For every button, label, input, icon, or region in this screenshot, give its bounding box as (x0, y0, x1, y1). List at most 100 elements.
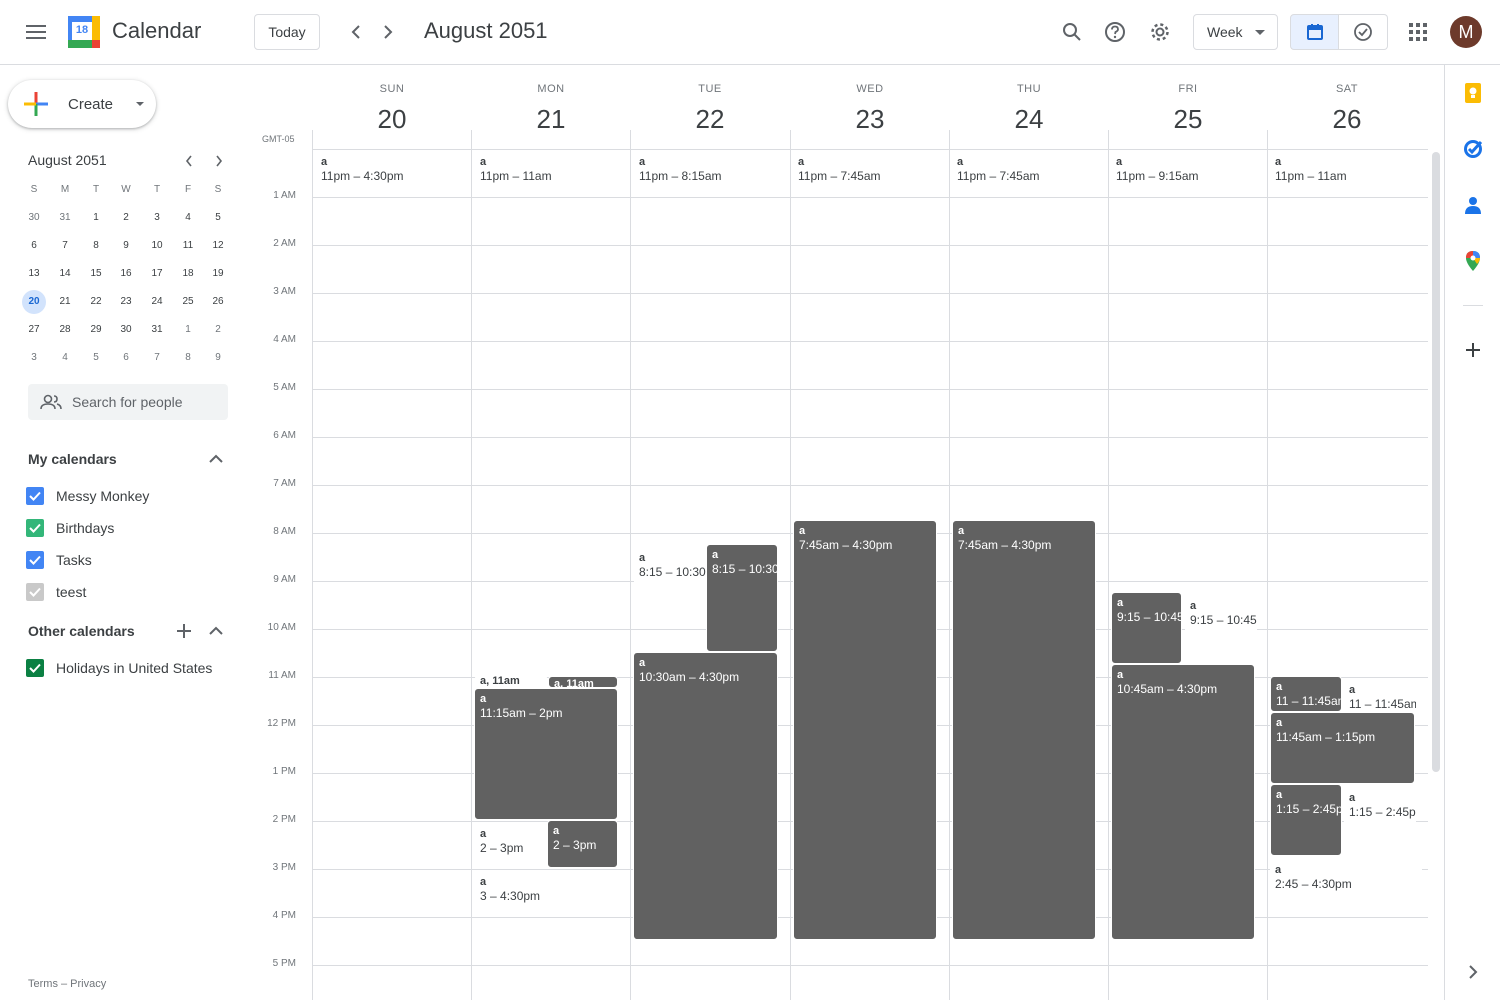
calendar-event[interactable]: a 11pm – 4:30pm (316, 152, 468, 192)
checkbox[interactable] (26, 487, 44, 505)
chevron-up-icon[interactable] (208, 453, 224, 465)
calendar-event[interactable]: a 11 – 11:45am (1270, 676, 1342, 712)
mini-calendar-day[interactable]: 8 (84, 234, 108, 258)
calendar-event[interactable]: a 11pm – 11am (1270, 152, 1422, 192)
tasks-icon[interactable] (1461, 137, 1485, 161)
mini-calendar-day[interactable]: 5 (84, 346, 108, 370)
today-button[interactable]: Today (254, 14, 320, 50)
next-week-button[interactable] (372, 16, 404, 48)
mini-calendar-day[interactable]: 24 (145, 290, 169, 314)
mini-calendar-day[interactable]: 27 (22, 318, 46, 342)
day-number[interactable]: 21 (472, 104, 630, 135)
calendar-event[interactable]: a 11pm – 7:45am (952, 152, 1104, 192)
mini-calendar-day[interactable]: 9 (206, 346, 230, 370)
day-number[interactable]: 24 (950, 104, 1108, 135)
mini-calendar-day[interactable]: 9 (114, 234, 138, 258)
grid-scrollbar[interactable] (1432, 152, 1440, 772)
mini-calendar-prev-button[interactable] (180, 152, 198, 170)
mini-calendar-day[interactable]: 13 (22, 262, 46, 286)
day-number[interactable]: 26 (1268, 104, 1426, 135)
calendar-event[interactable]: a 11pm – 8:15am (634, 152, 786, 192)
mini-calendar-day[interactable]: 7 (145, 346, 169, 370)
mini-calendar-day[interactable]: 4 (53, 346, 77, 370)
chevron-up-icon[interactable] (208, 625, 224, 637)
checkbox[interactable] (26, 551, 44, 569)
add-addon-plus-icon[interactable] (1461, 338, 1485, 362)
search-button[interactable] (1052, 12, 1092, 52)
calendar-event[interactable]: a1:15 – 2:45pm (1344, 788, 1416, 828)
mini-calendar-day[interactable]: 6 (22, 234, 46, 258)
day-number[interactable]: 20 (313, 104, 471, 135)
maps-icon[interactable] (1461, 249, 1485, 273)
mini-calendar-day[interactable]: 17 (145, 262, 169, 286)
my-calendars-title[interactable]: My calendars (28, 451, 117, 467)
calendar-view-toggle[interactable] (1290, 14, 1339, 50)
calendar-event[interactable]: a 7:45am – 4:30pm (952, 520, 1096, 940)
apps-button[interactable] (1398, 12, 1438, 52)
calendar-logo[interactable]: 18 (68, 16, 100, 48)
mini-calendar-day[interactable]: 25 (176, 290, 200, 314)
mini-calendar-day[interactable]: 18 (176, 262, 200, 286)
checkbox[interactable] (26, 519, 44, 537)
calendar-event[interactable]: a1:15 – 2:45pm (1270, 784, 1342, 856)
calendar-event[interactable]: a 11:15am – 2pm (474, 688, 618, 820)
checkbox[interactable] (26, 659, 44, 677)
calendar-event[interactable]: a9:15 – 10:45am (1185, 596, 1257, 636)
checkbox[interactable] (26, 583, 44, 601)
mini-calendar-day[interactable]: 7 (53, 234, 77, 258)
mini-calendar-day[interactable]: 1 (176, 318, 200, 342)
mini-calendar-day[interactable]: 28 (53, 318, 77, 342)
calendar-event[interactable]: a8:15 – 10:30am (706, 544, 778, 652)
mini-calendar-day[interactable]: 30 (22, 206, 46, 230)
calendar-event[interactable]: a 7:45am – 4:30pm (793, 520, 937, 940)
mini-calendar-day[interactable]: 26 (206, 290, 230, 314)
account-avatar[interactable]: M (1450, 16, 1482, 48)
mini-calendar-day[interactable]: 29 (84, 318, 108, 342)
footer-links[interactable]: Terms – Privacy (28, 978, 106, 990)
mini-calendar-day[interactable]: 14 (53, 262, 77, 286)
main-menu-button[interactable] (16, 12, 56, 52)
calendar-event[interactable]: a 10:45am – 4:30pm (1111, 664, 1255, 940)
mini-calendar-day[interactable]: 31 (145, 318, 169, 342)
day-number[interactable]: 23 (791, 104, 949, 135)
mini-calendar-day[interactable]: 16 (114, 262, 138, 286)
calendar-event[interactable]: a 11:45am – 1:15pm (1270, 712, 1415, 784)
mini-calendar-day[interactable]: 1 (84, 206, 108, 230)
mini-calendar-day[interactable]: 12 (206, 234, 230, 258)
calendar-event[interactable]: a 10:30am – 4:30pm (633, 652, 778, 940)
mini-calendar-day[interactable]: 8 (176, 346, 200, 370)
mini-calendar-day[interactable]: 11 (176, 234, 200, 258)
mini-calendar-day[interactable]: 10 (145, 234, 169, 258)
calendar-event[interactable]: a 11pm – 11am (475, 152, 627, 192)
help-button[interactable] (1095, 12, 1135, 52)
mini-calendar-day[interactable]: 22 (84, 290, 108, 314)
previous-week-button[interactable] (340, 16, 372, 48)
mini-calendar-day[interactable]: 30 (114, 318, 138, 342)
keep-icon[interactable] (1461, 81, 1485, 105)
mini-calendar-day[interactable]: 3 (22, 346, 46, 370)
chevron-right-icon[interactable] (1461, 960, 1485, 984)
mini-calendar-day[interactable]: 6 (114, 346, 138, 370)
other-calendars-title[interactable]: Other calendars (28, 623, 135, 639)
settings-button[interactable] (1140, 12, 1180, 52)
mini-calendar-day[interactable]: 2 (114, 206, 138, 230)
mini-calendar-day[interactable]: 15 (84, 262, 108, 286)
mini-calendar-day[interactable]: 5 (206, 206, 230, 230)
add-calendar-plus-icon[interactable] (176, 623, 192, 639)
create-button[interactable]: Create (8, 80, 156, 128)
calendar-event[interactable]: a, 11am (548, 676, 618, 688)
mini-calendar-day[interactable]: 4 (176, 206, 200, 230)
mini-calendar-day[interactable]: 3 (145, 206, 169, 230)
mini-calendar-day[interactable]: 23 (114, 290, 138, 314)
mini-calendar-day[interactable]: 19 (206, 262, 230, 286)
mini-calendar-day[interactable]: 21 (53, 290, 77, 314)
calendar-event[interactable]: a 2:45 – 4:30pm (1270, 860, 1422, 900)
calendar-event[interactable]: a 11pm – 9:15am (1111, 152, 1263, 192)
mini-calendar-day[interactable]: 31 (53, 206, 77, 230)
people-search-input[interactable]: Search for people (28, 384, 228, 420)
calendar-event[interactable]: a 11pm – 7:45am (793, 152, 945, 192)
calendar-event[interactable]: a8:15 – 10:30am (634, 548, 706, 588)
